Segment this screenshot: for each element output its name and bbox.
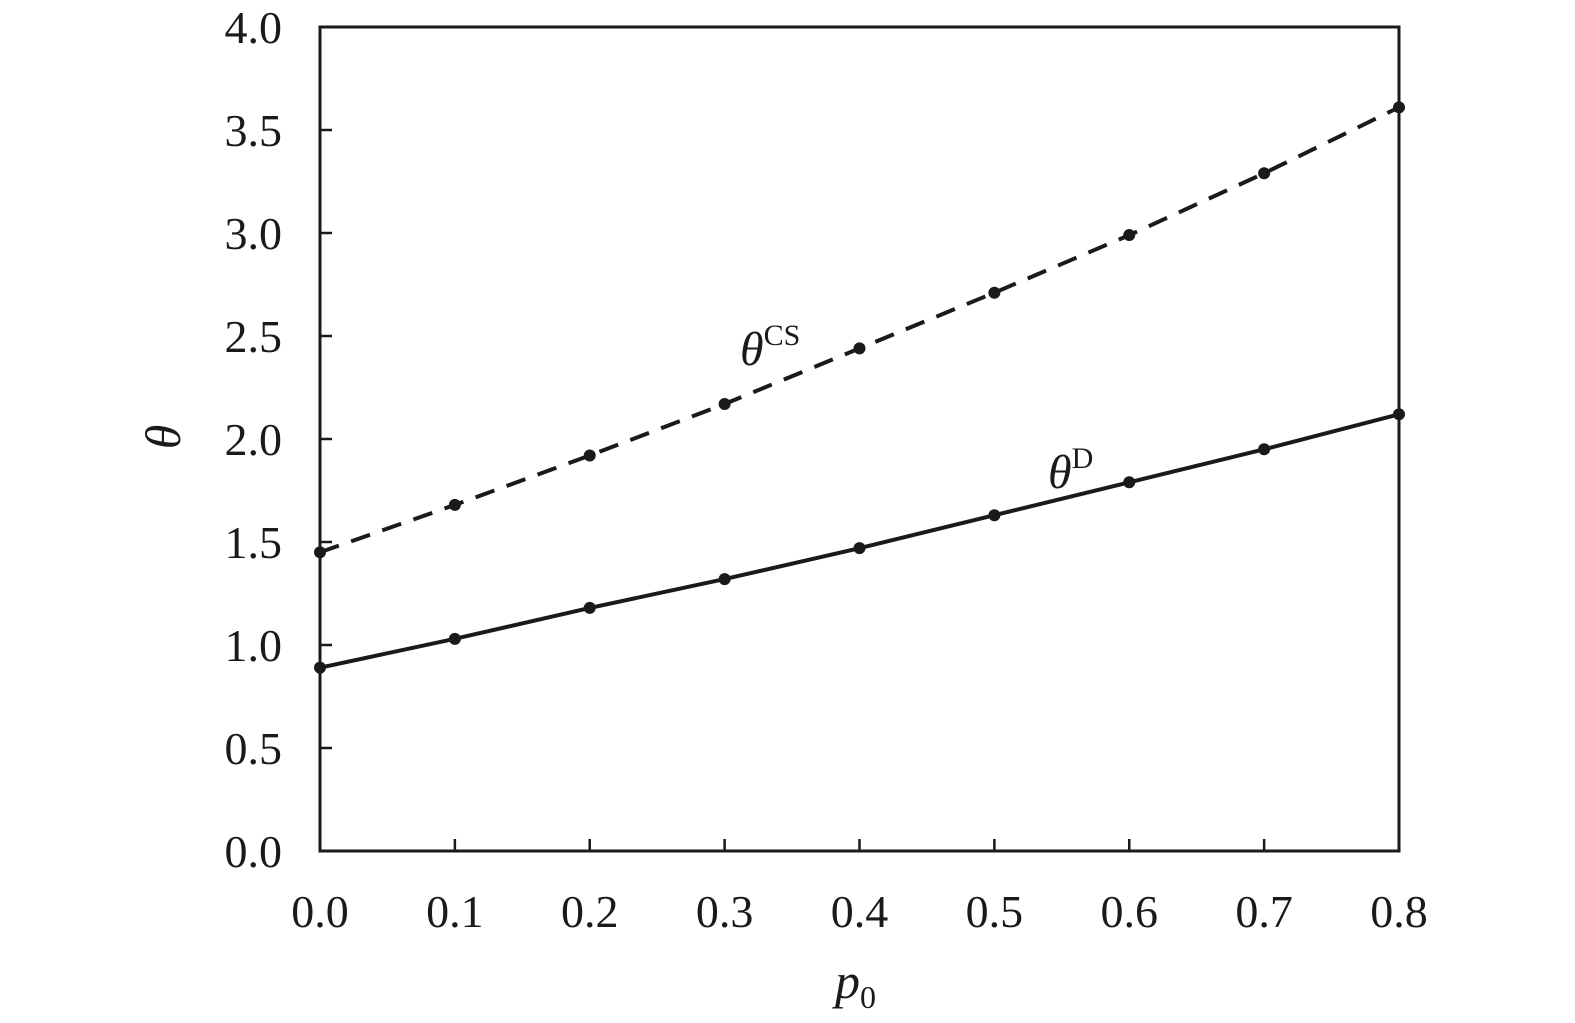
series-d-point	[718, 573, 731, 586]
x-tick-label: 0.0	[291, 886, 349, 937]
y-tick-label: 3.0	[225, 208, 283, 259]
y-tick-label: 3.5	[225, 105, 283, 156]
series-label-d-sup: D	[1072, 442, 1094, 475]
series-cs-point	[583, 449, 596, 462]
series-d-point	[988, 509, 1001, 522]
series-cs-point	[853, 342, 866, 355]
series-label-d-base: θ	[1048, 446, 1072, 499]
x-tick-label: 0.3	[696, 886, 754, 937]
series-cs-point	[1393, 101, 1405, 114]
series-d-point	[583, 601, 596, 614]
series-cs-point	[1258, 167, 1271, 180]
y-tick-label: 0.5	[225, 723, 283, 774]
series-cs-point	[988, 286, 1001, 299]
series-cs-line	[319, 105, 1400, 555]
y-tick-label: 4.0	[225, 2, 283, 53]
series-cs-point	[1123, 229, 1136, 242]
y-tick-label: 1.0	[225, 620, 283, 671]
series-d-point	[448, 632, 461, 645]
y-tick-label: 0.0	[225, 826, 283, 877]
x-tick-label: 0.1	[426, 886, 484, 937]
series-label-cs-base: θ	[740, 323, 764, 376]
series-d-line	[319, 412, 1400, 670]
axis-ticks	[318, 25, 1401, 853]
x-tick-label: 0.4	[831, 886, 889, 937]
y-tick-label: 2.0	[225, 414, 283, 465]
x-axis-title-base: p	[832, 953, 860, 1009]
series-cs-point	[314, 546, 326, 559]
series-cs-point	[448, 498, 461, 511]
series-d-point	[1393, 408, 1405, 421]
y-axis-title: θ	[135, 425, 191, 450]
x-axis-title: p0	[832, 953, 876, 1015]
series-layer	[314, 101, 1405, 674]
x-tick-label: 0.6	[1101, 886, 1159, 937]
series-d-point	[853, 542, 866, 555]
series-d-point	[1123, 476, 1136, 489]
x-axis-title-sub: 0	[860, 979, 876, 1015]
tick-labels: 0.0 0.1 0.2 0.3 0.4 0.5 0.6 0.7 0.8 0.0 0.5 1.0 1.5 2…	[225, 2, 1428, 937]
plot-frame	[318, 25, 1401, 853]
series-label-cs: θCS	[740, 319, 800, 376]
y-tick-label: 1.5	[225, 517, 283, 568]
series-label-d: θD	[1048, 442, 1093, 499]
x-tick-label: 0.2	[561, 886, 619, 937]
x-tick-label: 0.8	[1370, 886, 1428, 937]
x-tick-label: 0.5	[966, 886, 1024, 937]
series-d-point	[1258, 443, 1271, 456]
x-tick-label: 0.7	[1235, 886, 1293, 937]
series-d-point	[314, 661, 326, 674]
series-cs-point	[718, 397, 731, 410]
series-label-cs-sup: CS	[764, 319, 801, 352]
y-tick-label: 2.5	[225, 311, 283, 362]
